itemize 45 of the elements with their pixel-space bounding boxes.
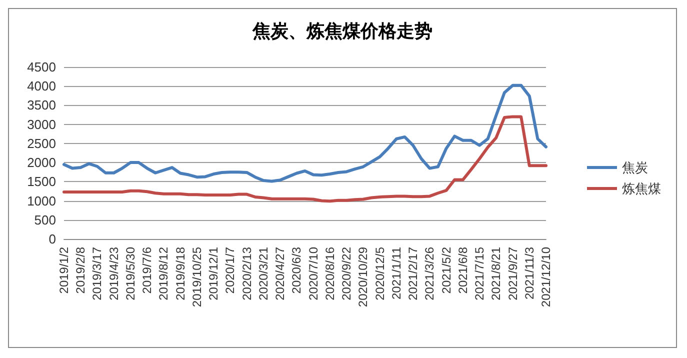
x-tick-label: 2021/9/27	[506, 246, 520, 300]
x-tick-label: 2019/1/2	[57, 246, 71, 294]
x-tick-label: 2020/1/7	[223, 246, 238, 294]
y-tick-label: 1000	[27, 193, 56, 208]
x-tick-label: 2021/5/2	[439, 246, 454, 294]
x-tick-label: 2021/11/3	[522, 246, 536, 300]
x-tick-label: 2020/8/16	[322, 246, 337, 300]
chart-title: 焦炭、炼焦煤价格走势	[252, 21, 432, 41]
x-tick-label: 2021/1/11	[389, 246, 404, 300]
x-tick-label: 2019/2/8	[74, 246, 88, 294]
x-tick-label: 2021/8/21	[489, 246, 504, 300]
x-tick-label: 2021/7/15	[472, 246, 487, 300]
legend-label: 炼焦煤	[622, 181, 661, 196]
y-tick-label: 0	[48, 232, 56, 246]
y-tick-label: 4000	[27, 78, 56, 94]
x-tick-label: 2019/8/12	[156, 246, 171, 300]
x-tick-label: 2021/2/17	[406, 246, 420, 300]
x-tick-label: 2020/4/27	[273, 246, 288, 300]
y-tick-label: 4500	[27, 60, 56, 74]
x-tick-label: 2020/3/21	[256, 246, 270, 300]
x-tick-label: 2019/4/23	[106, 246, 121, 300]
x-tick-label: 2021/3/26	[422, 246, 437, 300]
x-tick-label: 2019/3/17	[90, 246, 104, 300]
x-tick-label: 2019/10/25	[190, 246, 204, 308]
y-tick-label: 500	[34, 212, 56, 228]
x-tick-label: 2020/6/3	[290, 246, 304, 294]
y-tick-label: 1500	[27, 174, 56, 190]
x-tick-label: 2020/7/10	[306, 246, 320, 300]
x-tick-label: 2021/12/10	[539, 246, 553, 308]
y-tick-label: 2000	[27, 155, 56, 170]
y-tick-label: 3000	[27, 116, 56, 132]
x-tick-label: 2019/12/1	[206, 246, 221, 300]
x-tick-label: 2019/7/6	[140, 246, 154, 294]
x-tick-label: 2021/6/8	[456, 246, 470, 294]
x-tick-label: 2019/9/18	[173, 246, 188, 300]
x-tick-label: 2020/2/13	[240, 246, 254, 300]
legend-label: 焦炭	[622, 160, 648, 175]
y-tick-label: 3500	[27, 98, 56, 113]
x-tick-label: 2020/12/5	[372, 246, 387, 300]
x-tick-label: 2020/10/29	[356, 246, 370, 308]
x-tick-label: 2020/9/22	[340, 246, 354, 300]
x-tick-label: 2019/5/30	[123, 246, 138, 300]
line-series	[62, 115, 548, 203]
line-series	[62, 84, 548, 183]
y-tick-label: 2500	[27, 136, 56, 151]
